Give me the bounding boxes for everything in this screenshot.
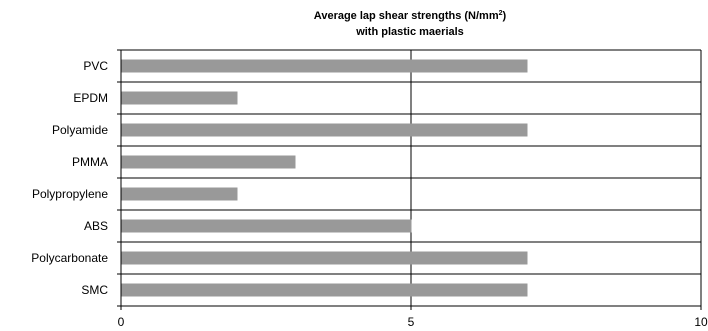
bar-polycarbonate <box>121 251 528 265</box>
chart-title-close-paren: ) <box>503 10 507 22</box>
category-label: ABS <box>84 219 108 233</box>
category-label: EPDM <box>73 91 108 105</box>
chart-subtitle: with plastic maerials <box>355 26 464 38</box>
bar-pmma <box>121 155 296 169</box>
chart-title-main: Average lap shear strengths (N/mm <box>314 10 499 22</box>
bar-polyamide <box>121 123 528 137</box>
x-tick-label: 5 <box>408 315 415 329</box>
chart-title: Average lap shear strengths (N/mm2) <box>314 10 507 22</box>
bar-pvc <box>121 59 528 73</box>
category-label: SMC <box>81 283 108 297</box>
bar-polypropylene <box>121 187 238 201</box>
category-label: Polycarbonate <box>31 251 108 265</box>
category-label: PVC <box>83 59 108 73</box>
x-tick-label: 0 <box>118 315 125 329</box>
bar-abs <box>121 219 412 233</box>
category-label: PMMA <box>72 155 108 169</box>
chart-title-superscript: 2 <box>499 10 503 17</box>
x-tick-label: 10 <box>694 315 708 329</box>
plot-area: PVC EPDM Polyamide PMMA Polypropylene ABS Poly… <box>31 49 708 329</box>
category-label: Polyamide <box>52 123 108 137</box>
category-label: Polypropylene <box>32 187 108 201</box>
bar-epdm <box>121 91 238 105</box>
bar-smc <box>121 283 528 297</box>
